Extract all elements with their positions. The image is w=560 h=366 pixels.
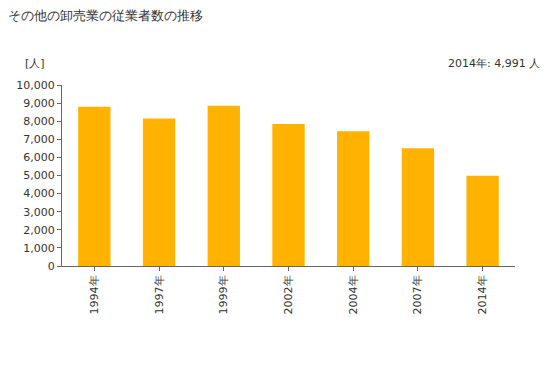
svg-text:その他の卸売業の従業者数の推移: その他の卸売業の従業者数の推移 (8, 8, 203, 23)
svg-text:10,000: 10,000 (16, 79, 55, 92)
svg-text:2007年: 2007年 (412, 275, 425, 314)
svg-text:2004年: 2004年 (347, 275, 360, 314)
svg-text:0: 0 (48, 260, 55, 273)
svg-text:2014年: 2014年 (476, 275, 489, 314)
svg-text:1,000: 1,000 (23, 242, 55, 255)
svg-text:1999年: 1999年 (217, 275, 230, 314)
svg-text:6,000: 6,000 (23, 151, 55, 164)
svg-text:4,000: 4,000 (23, 187, 55, 200)
svg-text:8,000: 8,000 (23, 115, 55, 128)
svg-text:9,000: 9,000 (23, 97, 55, 110)
svg-text:3,000: 3,000 (23, 206, 55, 219)
svg-text:2,000: 2,000 (23, 224, 55, 237)
svg-text:[人]: [人] (25, 57, 45, 70)
svg-text:2014年: 4,991 人: 2014年: 4,991 人 (448, 57, 540, 70)
svg-text:1997年: 1997年 (153, 275, 166, 314)
svg-text:7,000: 7,000 (23, 133, 55, 146)
svg-text:5,000: 5,000 (23, 169, 55, 182)
svg-text:2002年: 2002年 (282, 275, 295, 314)
svg-text:1994年: 1994年 (88, 275, 101, 314)
